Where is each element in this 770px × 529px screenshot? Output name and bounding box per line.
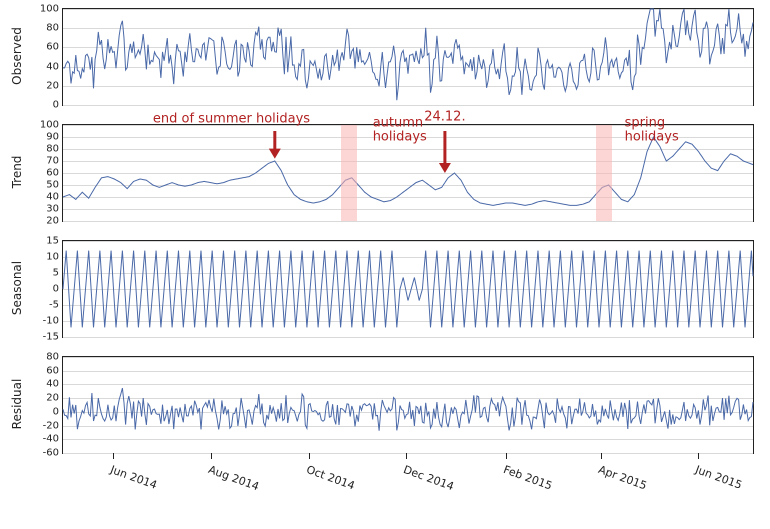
x-tick-mark	[211, 453, 212, 459]
y-tick-label: -5	[49, 300, 63, 311]
seasonal-ylabel: Seasonal	[10, 261, 24, 315]
y-tick-label: 20	[46, 393, 63, 404]
residual-panel: -60-40-20020406080Jun 2014Aug 2014Oct 20…	[62, 356, 754, 454]
y-tick-label: 90	[46, 132, 63, 143]
x-tick-mark	[309, 453, 310, 459]
y-tick-label: 5	[53, 268, 63, 279]
xmas-arrow	[63, 125, 753, 221]
trend-panel: 2030405060708090100end of summer holiday…	[62, 124, 754, 222]
grid-line	[63, 105, 753, 106]
y-tick-label: 80	[46, 23, 63, 34]
y-tick-label: 40	[46, 379, 63, 390]
x-tick-mark	[113, 453, 114, 459]
grid-line	[63, 453, 753, 454]
y-tick-label: 60	[46, 42, 63, 53]
y-tick-label: 60	[46, 168, 63, 179]
y-tick-label: 20	[46, 80, 63, 91]
y-tick-label: 10	[46, 252, 63, 263]
y-tick-label: 50	[46, 180, 63, 191]
x-tick-label: Jun 2015	[694, 463, 744, 492]
y-tick-label: 60	[46, 365, 63, 376]
y-tick-label: -60	[43, 448, 63, 459]
x-tick-label: Apr 2015	[596, 463, 648, 492]
observed-panel: 020406080100	[62, 8, 754, 106]
y-tick-label: 100	[40, 4, 63, 15]
residual-line	[63, 357, 753, 453]
y-tick-label: 15	[46, 236, 63, 247]
observed-line	[63, 9, 753, 105]
x-tick-label: Jun 2014	[108, 463, 158, 492]
y-tick-label: 0	[53, 284, 63, 295]
x-tick-mark	[406, 453, 407, 459]
x-tick-mark	[506, 453, 507, 459]
x-tick-label: Aug 2014	[206, 463, 260, 493]
y-tick-label: 20	[46, 216, 63, 227]
seasonal-line	[63, 241, 753, 337]
y-tick-label: -20	[43, 420, 63, 431]
x-tick-label: Feb 2015	[501, 463, 553, 493]
grid-line	[63, 337, 753, 338]
xmas-label: 24.12.	[424, 109, 465, 124]
y-tick-label: 30	[46, 204, 63, 215]
grid-line	[63, 221, 753, 222]
y-tick-label: -10	[43, 316, 63, 327]
seasonal-panel: -15-10-5051015	[62, 240, 754, 338]
y-tick-label: 70	[46, 156, 63, 167]
y-tick-label: 80	[46, 352, 63, 363]
x-tick-label: Oct 2014	[304, 463, 356, 492]
x-tick-label: Dec 2014	[402, 463, 456, 493]
y-tick-label: 100	[40, 120, 63, 131]
y-tick-label: 0	[53, 100, 63, 111]
observed-ylabel: Observed	[10, 27, 24, 85]
y-tick-label: -15	[43, 332, 63, 343]
y-tick-label: 0	[53, 406, 63, 417]
decomposition-figure: 020406080100Observed2030405060708090100e…	[0, 0, 770, 529]
residual-ylabel: Residual	[10, 379, 24, 430]
x-tick-mark	[698, 453, 699, 459]
y-tick-label: 40	[46, 61, 63, 72]
x-tick-mark	[601, 453, 602, 459]
trend-ylabel: Trend	[10, 156, 24, 189]
y-tick-label: 40	[46, 192, 63, 203]
y-tick-label: -40	[43, 434, 63, 445]
y-tick-label: 80	[46, 144, 63, 155]
